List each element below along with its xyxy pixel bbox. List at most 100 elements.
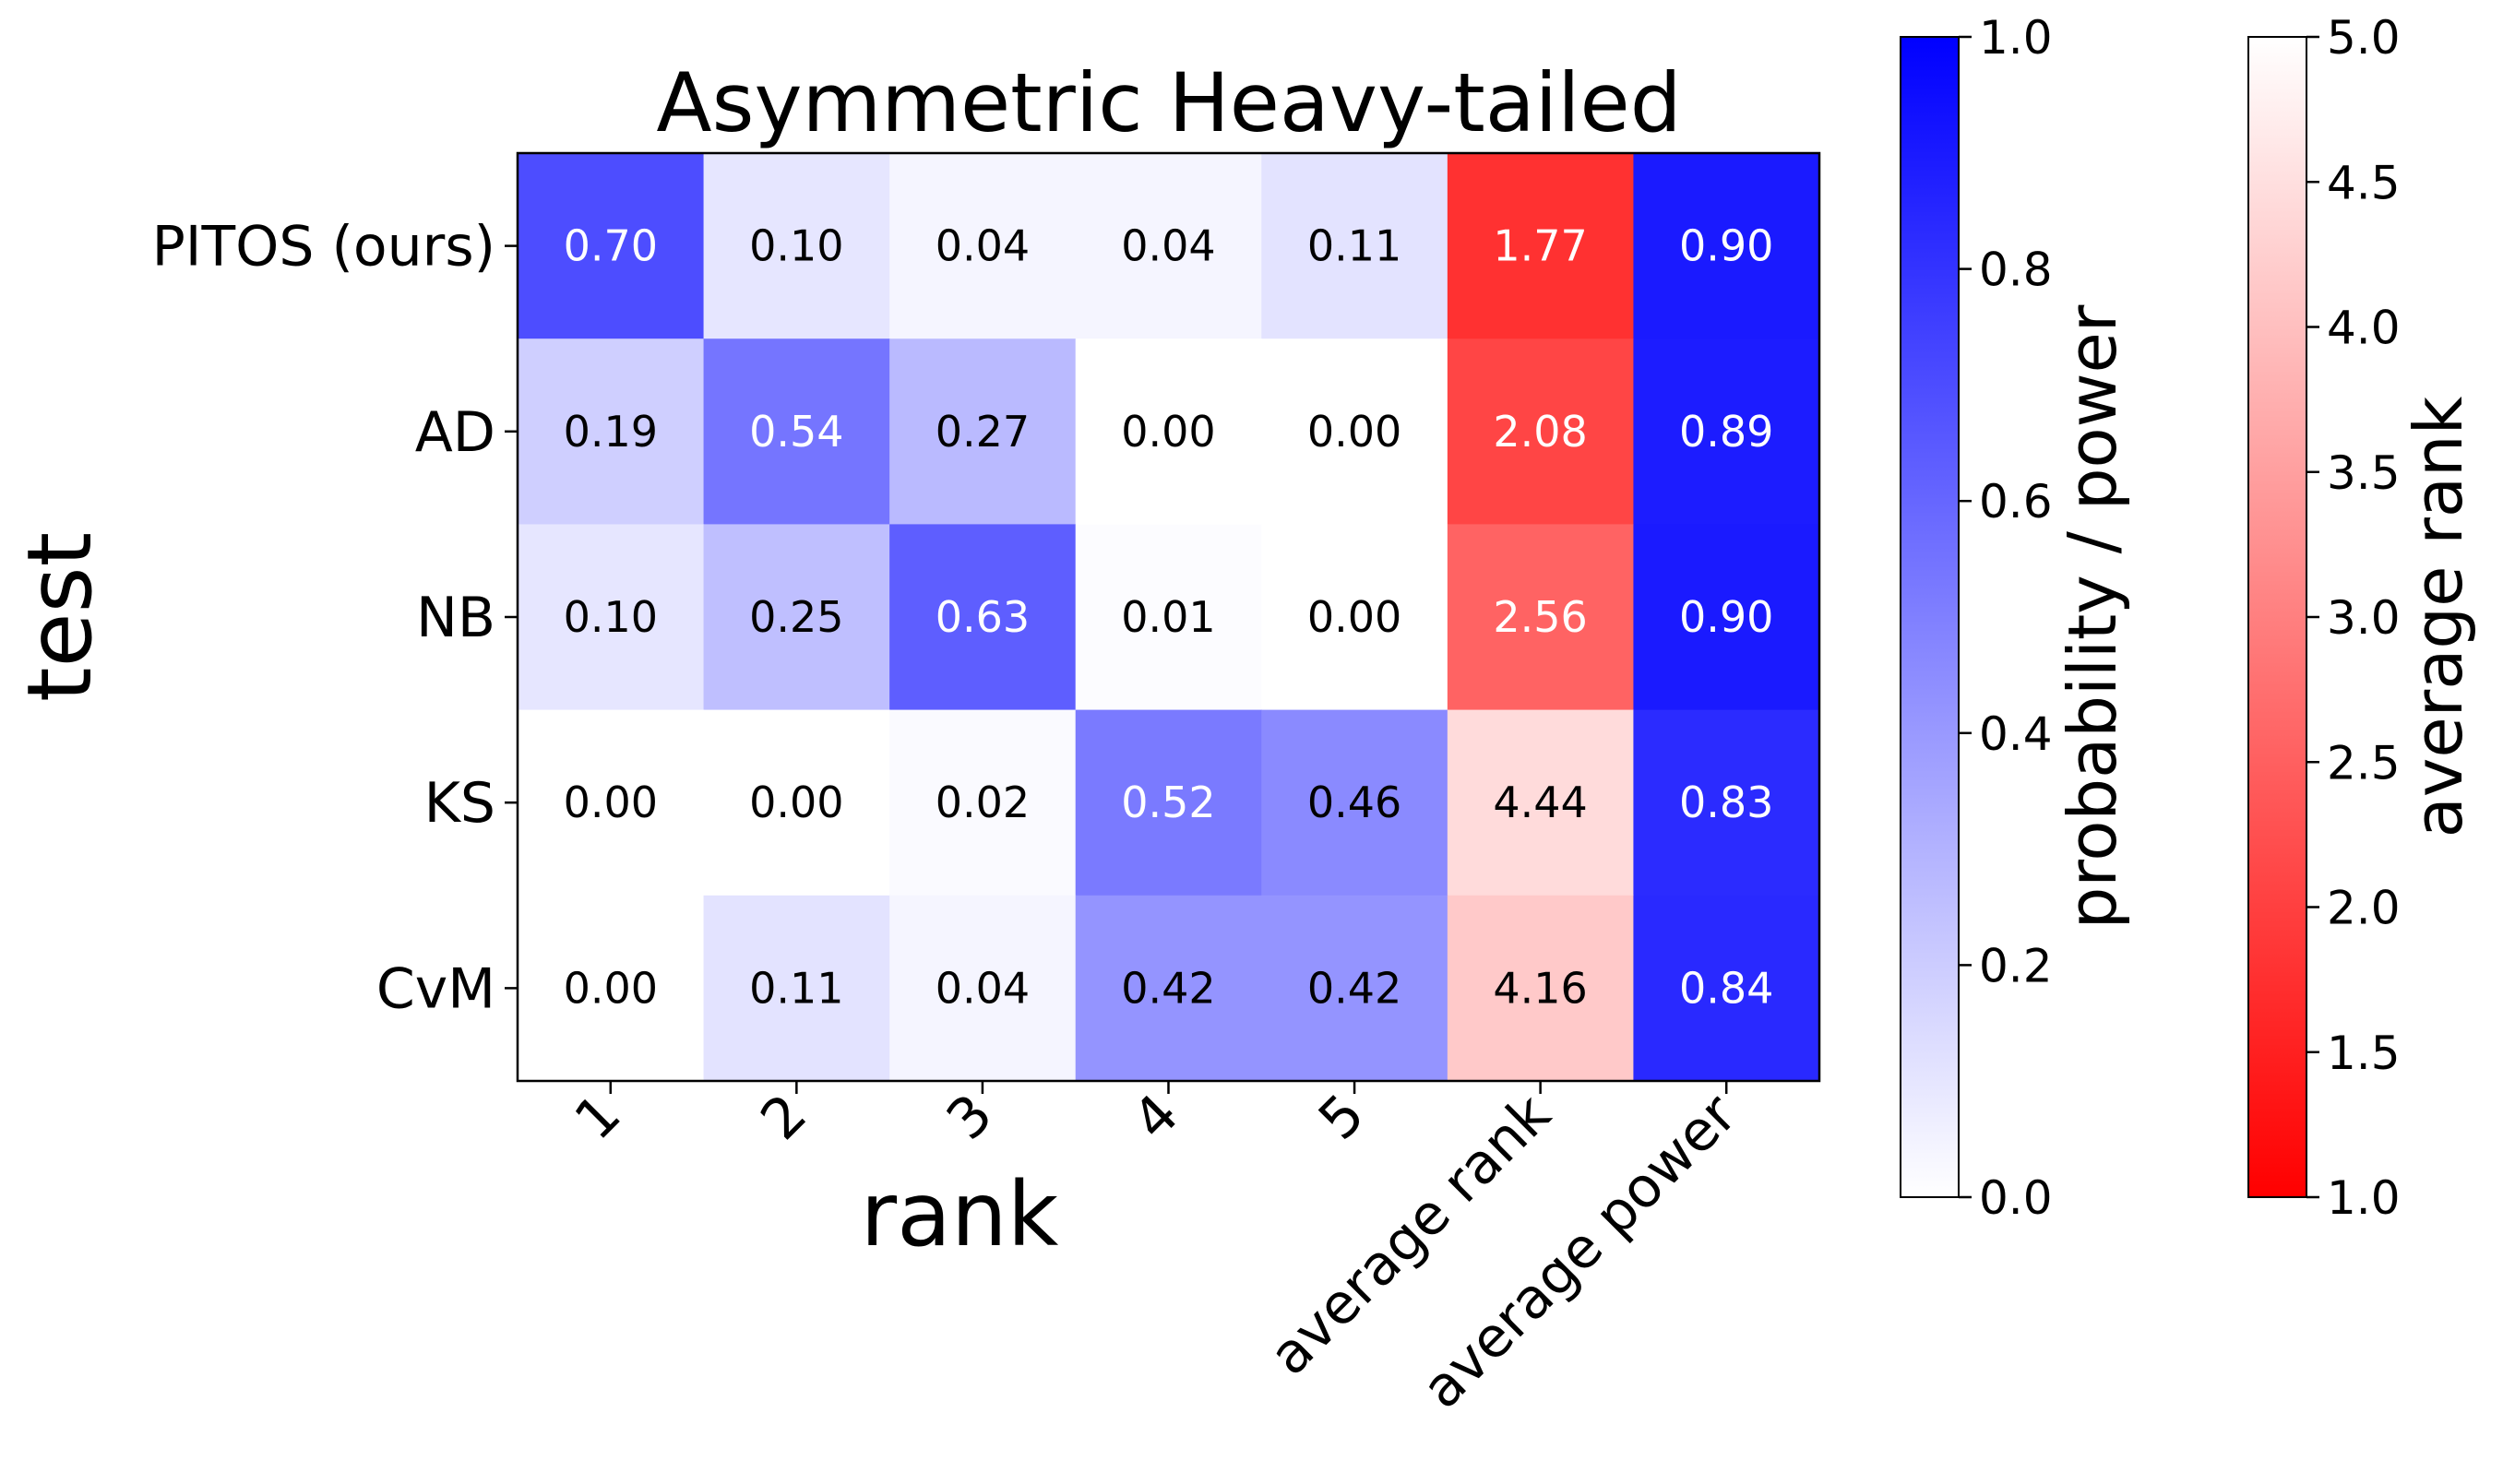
- y-tick-label: KS: [424, 771, 495, 836]
- y-axis-ticks: PITOS (ours) AD NB KS CvM: [152, 215, 518, 1021]
- cell-value-label: 0.00: [1307, 407, 1401, 457]
- cell-value-label: 4.16: [1493, 963, 1587, 1013]
- cell-value-label: 0.46: [1307, 778, 1401, 827]
- heatmap-cell: [1633, 153, 1820, 339]
- cell-value-label: 0.54: [749, 407, 843, 457]
- heatmap-cell: [1261, 153, 1448, 339]
- heatmap-cell: [1447, 153, 1635, 339]
- heatmap-cell: [518, 709, 705, 896]
- x-tick-label: 2: [748, 1082, 819, 1153]
- x-tick-label: 4: [1121, 1082, 1192, 1153]
- cell-value-label: 2.56: [1493, 592, 1587, 642]
- average-rank-colorbar-label: average rank: [2400, 396, 2477, 837]
- average-rank-colorbar-gradient: [2247, 36, 2307, 1198]
- probability-colorbar-gradient: [1900, 36, 1960, 1198]
- heatmap-cell: [1633, 709, 1820, 896]
- colorbar-tick-label: 1.5: [2327, 1027, 2401, 1080]
- heatmap-cell: [889, 153, 1077, 339]
- heatmap-cell: [1633, 895, 1820, 1082]
- heatmap-cell: [518, 153, 705, 339]
- heatmap-cell: [518, 895, 705, 1082]
- cell-value-label: 0.63: [936, 592, 1030, 642]
- heatmap-cell: [1075, 153, 1262, 339]
- heatmap-cell: [1261, 524, 1448, 711]
- average-rank-colorbar: 1.0 1.5 2.0 2.5 3.0 3.5 4.0 4.5 5.0 average rank: [2247, 11, 2477, 1225]
- cell-value-label: 0.90: [1679, 592, 1773, 642]
- heatmap-cell: [518, 524, 705, 711]
- colorbar-tick-label: 0.2: [1979, 939, 2053, 992]
- heatmap-cell: [703, 338, 890, 525]
- cell-value-label: 0.25: [749, 592, 843, 642]
- cell-value-label: 0.02: [936, 778, 1030, 827]
- colorbar-tick-label: 3.0: [2327, 591, 2401, 645]
- colorbar-tick-label: 5.0: [2327, 11, 2401, 65]
- heatmap-cell: [703, 153, 890, 339]
- heatmap-cell: [889, 338, 1077, 525]
- heatmap-cell: [1447, 338, 1635, 525]
- heatmap-cell-labels: 0.70 0.10 0.04 0.04 0.11 1.77 0.90 0.19 0.54 0.27…: [564, 221, 1774, 1014]
- cell-value-label: 0.00: [564, 778, 658, 827]
- x-tick-label: 3: [935, 1082, 1006, 1153]
- heatmap-cell: [1633, 338, 1820, 525]
- x-axis-label: rank: [861, 1163, 1059, 1266]
- cell-value-label: 0.10: [564, 592, 658, 642]
- heatmap-cell: [1261, 895, 1448, 1082]
- heatmap-cell: [1261, 338, 1448, 525]
- cell-value-label: 0.00: [1121, 407, 1215, 457]
- average-rank-colorbar-ticks: 1.0 1.5 2.0 2.5 3.0 3.5 4.0 4.5 5.0: [2306, 11, 2401, 1225]
- cell-value-label: 0.84: [1679, 963, 1773, 1013]
- x-tick-label: 5: [1306, 1082, 1377, 1153]
- colorbar-tick-label: 0.6: [1979, 475, 2053, 528]
- chart-title: Asymmetric Heavy-tailed: [656, 55, 1681, 150]
- probability-colorbar: 0.0 0.2 0.4 0.6 0.8 1.0 probability / power: [1900, 11, 2131, 1225]
- cell-value-label: 0.27: [936, 407, 1030, 457]
- probability-colorbar-ticks: 0.0 0.2 0.4 0.6 0.8 1.0: [1959, 11, 2053, 1225]
- cell-value-label: 1.77: [1493, 221, 1587, 271]
- cell-value-label: 0.19: [564, 407, 658, 457]
- y-tick-label: NB: [416, 586, 495, 650]
- cell-value-label: 0.00: [1307, 592, 1401, 642]
- heatmap-cell: [1447, 524, 1635, 711]
- heatmap-cell: [889, 524, 1077, 711]
- cell-value-label: 0.70: [564, 221, 658, 271]
- colorbar-tick-label: 1.0: [1979, 11, 2053, 65]
- colorbar-tick-label: 0.0: [1979, 1171, 2053, 1225]
- y-tick-label: PITOS (ours): [152, 215, 495, 279]
- heatmap-cells: [518, 153, 1820, 1082]
- probability-colorbar-label: probability / power: [2054, 304, 2131, 929]
- heatmap-cell: [889, 895, 1077, 1082]
- colorbar-tick-label: 2.0: [2327, 882, 2401, 935]
- x-tick-label: 1: [563, 1082, 634, 1153]
- cell-value-label: 0.11: [1307, 221, 1401, 271]
- colorbar-tick-label: 0.4: [1979, 707, 2053, 761]
- cell-value-label: 0.04: [936, 221, 1030, 271]
- heatmap-cell: [1447, 709, 1635, 896]
- heatmap-cell: [1075, 524, 1262, 711]
- cell-value-label: 2.08: [1493, 407, 1587, 457]
- cell-value-label: 4.44: [1493, 778, 1587, 827]
- cell-value-label: 0.89: [1679, 407, 1773, 457]
- heatmap-cell: [703, 524, 890, 711]
- cell-value-label: 0.83: [1679, 778, 1773, 827]
- colorbar-tick-label: 2.5: [2327, 736, 2401, 789]
- y-tick-label: AD: [415, 400, 495, 465]
- heatmap-cell: [1633, 524, 1820, 711]
- cell-value-label: 0.00: [749, 778, 843, 827]
- cell-value-label: 0.90: [1679, 221, 1773, 271]
- cell-value-label: 0.00: [564, 963, 658, 1013]
- heatmap-cell: [703, 709, 890, 896]
- colorbar-tick-label: 0.8: [1979, 243, 2053, 297]
- heatmap-cell: [518, 338, 705, 525]
- cell-value-label: 0.42: [1121, 963, 1215, 1013]
- heatmap-cell: [1261, 709, 1448, 896]
- heatmap-cell: [1075, 709, 1262, 896]
- cell-value-label: 0.11: [749, 963, 843, 1013]
- heatmap-cell: [889, 709, 1077, 896]
- cell-value-label: 0.01: [1121, 592, 1215, 642]
- colorbar-tick-label: 4.0: [2327, 302, 2401, 355]
- heatmap-cell: [1075, 895, 1262, 1082]
- colorbar-tick-label: 1.0: [2327, 1171, 2401, 1225]
- cell-value-label: 0.10: [749, 221, 843, 271]
